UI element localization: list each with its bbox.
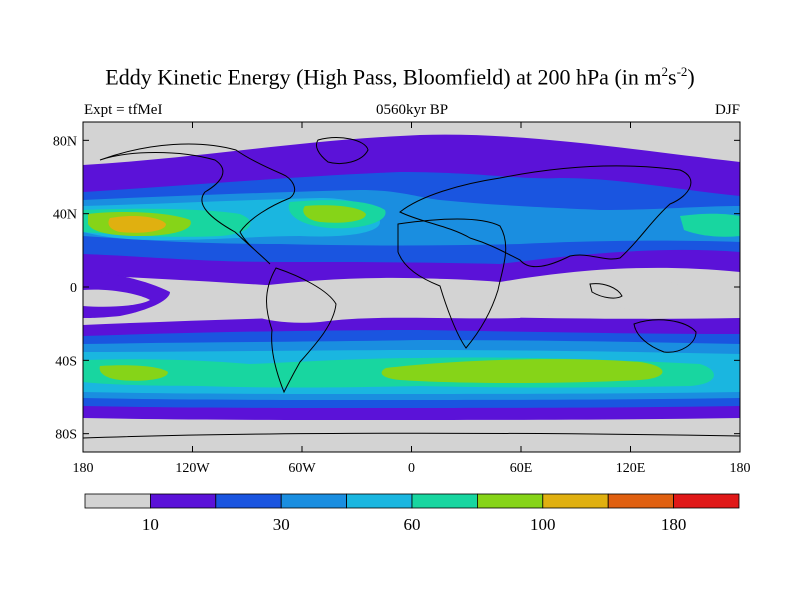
lat-tick-label: 0	[70, 281, 77, 296]
lat-tick-label: 40S	[55, 354, 77, 369]
colorbar-swatch	[84, 493, 151, 509]
tropical-low-region	[220, 277, 683, 323]
colorbar-swatch	[346, 493, 413, 509]
maritime-continent-outline	[589, 283, 623, 299]
lat-tick-label: 80S	[55, 428, 77, 443]
time-label: 0560kyr BP	[375, 102, 449, 118]
lon-tick-label: 120W	[175, 461, 210, 476]
colorbar: 10 30 60 100 180	[84, 493, 740, 534]
colorbar-label: 30	[273, 515, 290, 534]
axis-ticks: 80N 40N 0 40S 80S 180 120W 60W 0 60E 120E 180	[53, 122, 751, 476]
colorbar-label: 60	[404, 515, 421, 534]
lon-tick-label: 60E	[510, 461, 533, 476]
season-label: DJF	[714, 102, 740, 118]
antarctica-outline	[83, 432, 740, 439]
tropical-pacific-low	[83, 289, 150, 307]
colorbar-swatch	[149, 493, 217, 509]
lat-tick-label: 80N	[53, 134, 77, 149]
nh-pacific-level-7	[108, 216, 166, 233]
colorbar-swatch	[673, 493, 740, 509]
title-superscript-1: 2	[661, 64, 669, 79]
colorbar-swatch	[215, 493, 282, 509]
africa-outline	[397, 218, 507, 349]
colorbar-swatch	[411, 493, 478, 509]
colorbar-swatch	[542, 493, 609, 509]
colorbar-swatch	[280, 493, 348, 509]
colorbar-swatch	[476, 493, 544, 509]
colorbar-label: 10	[142, 515, 159, 534]
north-america-outline	[99, 143, 295, 265]
sh-pacific-level-6	[99, 365, 168, 381]
title-text: Eddy Kinetic Energy (High Pass, Bloomfie…	[105, 64, 662, 90]
australia-outline	[633, 319, 697, 353]
eurasia-outline	[399, 165, 692, 268]
lat-tick-label: 40N	[53, 208, 77, 223]
sh-indian-level-6	[381, 359, 663, 383]
lon-tick-label: 0	[408, 461, 415, 476]
nh-dateline-level-5	[680, 213, 740, 237]
lon-tick-label: 180	[730, 461, 751, 476]
eke-field	[83, 122, 740, 452]
title-text-mid: s	[668, 64, 677, 90]
title-superscript-2: -2	[676, 64, 688, 79]
coastlines	[83, 137, 740, 439]
colorbar-label: 100	[530, 515, 556, 534]
map-title: Eddy Kinetic Energy (High Pass, Bloomfie…	[0, 64, 800, 90]
south-america-outline	[266, 267, 337, 394]
colorbar-swatch	[607, 493, 675, 509]
title-text-end: )	[687, 64, 695, 90]
nh-atlantic-level-6	[303, 205, 366, 223]
experiment-label: Expt = tfMeI	[84, 102, 163, 118]
tropical-westpac-low	[599, 287, 740, 318]
lon-tick-label: 180	[73, 461, 94, 476]
lon-tick-label: 120E	[616, 461, 646, 476]
colorbar-label: 180	[661, 515, 687, 534]
greenland-outline	[315, 137, 369, 164]
lon-tick-label: 60W	[288, 461, 316, 476]
